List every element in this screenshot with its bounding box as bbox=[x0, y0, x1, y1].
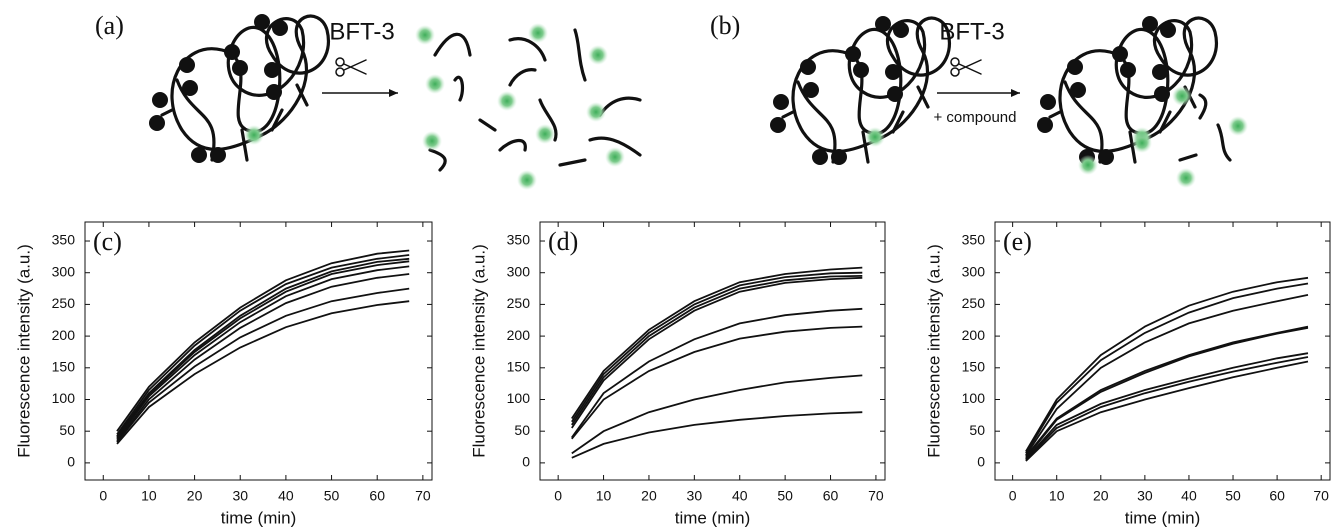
data-line bbox=[571, 275, 863, 426]
plot-frame bbox=[84, 221, 433, 481]
y-tick-label: 300 bbox=[52, 263, 76, 279]
x-tick-label: 20 bbox=[187, 488, 203, 504]
scissors-icon bbox=[950, 57, 982, 77]
y-tick-label: 350 bbox=[962, 232, 986, 248]
arrow-head bbox=[1011, 89, 1020, 97]
data-line bbox=[571, 325, 863, 440]
data-line bbox=[1025, 327, 1309, 459]
data-line bbox=[571, 374, 863, 455]
polymer bbox=[768, 14, 952, 167]
data-line bbox=[1025, 360, 1309, 462]
y-tick-label: 350 bbox=[52, 232, 76, 248]
fragments bbox=[1078, 86, 1248, 188]
panel-label: (c) bbox=[93, 227, 122, 256]
data-line bbox=[116, 273, 410, 442]
x-tick-label: 40 bbox=[278, 488, 294, 504]
arrow-head bbox=[389, 89, 398, 97]
y-tick-label: 250 bbox=[52, 295, 76, 311]
y-tick-label: 150 bbox=[962, 359, 986, 375]
y-tick-label: 50 bbox=[59, 422, 75, 438]
y-tick-label: 300 bbox=[507, 263, 531, 279]
y-tick-label: 250 bbox=[962, 295, 986, 311]
condition-label: + compound bbox=[934, 109, 1017, 126]
data-line bbox=[116, 257, 410, 437]
x-tick-label: 60 bbox=[369, 488, 385, 504]
fragments bbox=[415, 23, 642, 190]
panel-label: (d) bbox=[548, 227, 578, 256]
y-tick-label: 50 bbox=[514, 422, 530, 438]
panel-label: (a) bbox=[95, 11, 124, 40]
data-line bbox=[571, 411, 863, 459]
y-tick-label: 50 bbox=[969, 422, 985, 438]
x-tick-label: 0 bbox=[554, 488, 562, 504]
data-line bbox=[116, 254, 410, 435]
data-line bbox=[571, 276, 863, 429]
x-tick-label: 50 bbox=[777, 488, 793, 504]
data-line bbox=[571, 307, 863, 439]
x-tick-label: 60 bbox=[823, 488, 839, 504]
x-tick-label: 20 bbox=[641, 488, 657, 504]
panel-label: (b) bbox=[710, 11, 740, 40]
x-tick-label: 70 bbox=[415, 488, 431, 504]
data-line bbox=[116, 287, 410, 443]
y-axis-label: Fluorescence intensity (a.u.) bbox=[14, 244, 33, 458]
x-tick-label: 10 bbox=[596, 488, 612, 504]
x-tick-label: 50 bbox=[1225, 488, 1241, 504]
data-line bbox=[1025, 276, 1309, 452]
x-tick-label: 30 bbox=[687, 488, 703, 504]
y-axis-label: Fluorescence intensity (a.u.) bbox=[469, 244, 488, 458]
data-line bbox=[1025, 294, 1309, 456]
x-axis-label: time (min) bbox=[221, 508, 297, 527]
y-tick-label: 200 bbox=[52, 327, 76, 343]
data-line bbox=[116, 265, 410, 440]
x-tick-label: 40 bbox=[732, 488, 748, 504]
y-tick-label: 0 bbox=[977, 454, 985, 470]
x-tick-label: 50 bbox=[324, 488, 340, 504]
y-tick-label: 100 bbox=[962, 390, 986, 406]
y-tick-label: 0 bbox=[522, 454, 530, 470]
y-tick-label: 150 bbox=[52, 359, 76, 375]
plot-frame bbox=[994, 221, 1331, 481]
x-tick-label: 10 bbox=[141, 488, 157, 504]
data-line bbox=[571, 266, 863, 420]
x-tick-label: 70 bbox=[1313, 488, 1329, 504]
x-tick-label: 30 bbox=[232, 488, 248, 504]
y-tick-label: 200 bbox=[962, 327, 986, 343]
data-line bbox=[116, 300, 410, 445]
y-tick-label: 350 bbox=[507, 232, 531, 248]
x-tick-label: 60 bbox=[1269, 488, 1285, 504]
data-line bbox=[1025, 356, 1309, 461]
x-axis-label: time (min) bbox=[1125, 508, 1201, 527]
enzyme-label: BFT-3 bbox=[939, 18, 1004, 45]
y-axis-label: Fluorescence intensity (a.u.) bbox=[924, 244, 943, 458]
x-tick-label: 20 bbox=[1093, 488, 1109, 504]
plot-frame bbox=[539, 221, 886, 481]
x-tick-label: 40 bbox=[1181, 488, 1197, 504]
x-tick-label: 10 bbox=[1049, 488, 1065, 504]
data-line bbox=[1025, 282, 1309, 454]
enzyme-label: BFT-3 bbox=[329, 18, 394, 45]
y-tick-label: 100 bbox=[52, 390, 76, 406]
y-tick-label: 250 bbox=[507, 295, 531, 311]
polymer bbox=[147, 12, 331, 165]
data-line bbox=[571, 271, 863, 423]
y-tick-label: 150 bbox=[507, 359, 531, 375]
y-tick-label: 100 bbox=[507, 390, 531, 406]
x-tick-label: 0 bbox=[99, 488, 107, 504]
x-tick-label: 30 bbox=[1137, 488, 1153, 504]
data-line bbox=[116, 260, 410, 439]
scissors-icon bbox=[335, 57, 367, 77]
x-tick-label: 70 bbox=[868, 488, 884, 504]
x-tick-label: 0 bbox=[1009, 488, 1017, 504]
data-line bbox=[1025, 352, 1309, 460]
panel-label: (e) bbox=[1003, 227, 1032, 256]
y-tick-label: 200 bbox=[507, 327, 531, 343]
y-tick-label: 0 bbox=[67, 454, 75, 470]
y-tick-label: 300 bbox=[962, 263, 986, 279]
x-axis-label: time (min) bbox=[675, 508, 751, 527]
data-line bbox=[116, 249, 410, 432]
